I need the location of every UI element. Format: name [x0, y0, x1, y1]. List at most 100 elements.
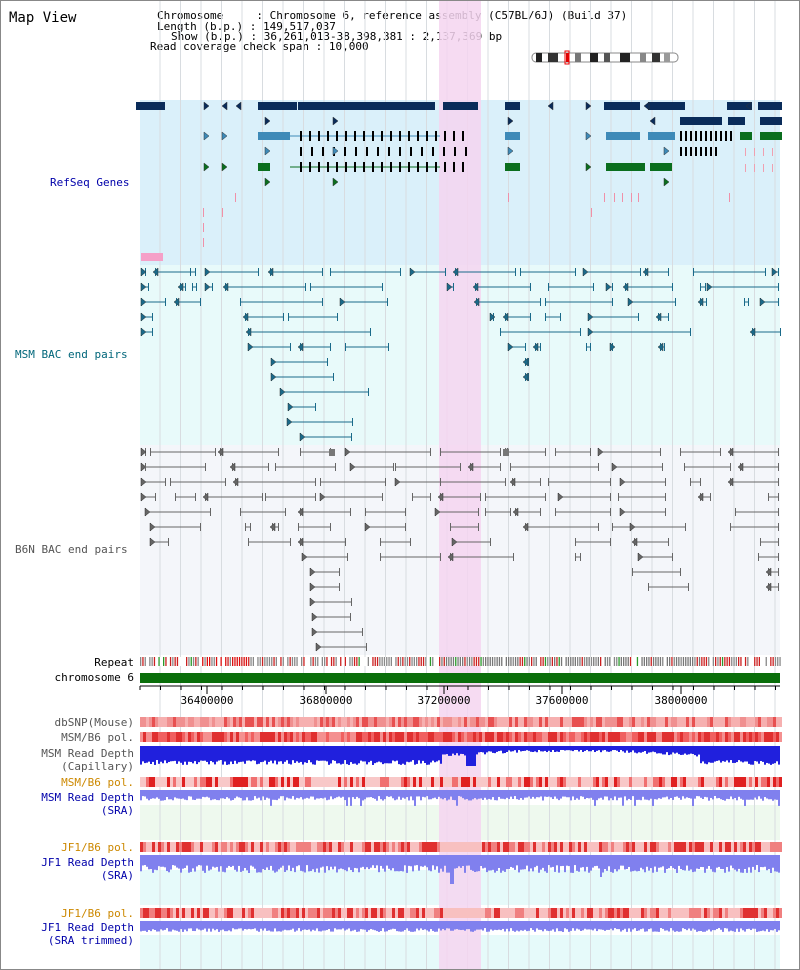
- track-label-msm-depth-sra[interactable]: MSM Read Depth: [41, 791, 134, 804]
- msm-b6-pol-sra-track-cell: [713, 777, 716, 787]
- jf1-depth-trimmed-track-bar: [182, 921, 184, 932]
- jf1-depth-trimmed-track-bar: [720, 921, 722, 930]
- msm-depth-sra-track-bar: [558, 790, 560, 801]
- jf1-b6-pol-track-cell: [509, 842, 512, 852]
- msm-depth-capillary-track-bar: [310, 746, 312, 763]
- info-coverage-label: Read coverage check span : 10,000: [150, 40, 369, 53]
- jf1-depth-sra-track-bar: [430, 855, 432, 872]
- jf1-b6-pol-2-track-cell: [242, 908, 245, 918]
- msm-b6-pol-track-cell: [218, 732, 221, 742]
- jf1-depth-sra-track-bar: [492, 855, 494, 870]
- dbsnp-track-cell: [488, 717, 491, 727]
- repeat-element: [712, 657, 714, 666]
- jf1-depth-trimmed-track-bar: [272, 921, 274, 932]
- jf1-depth-trimmed-track-bar: [512, 921, 514, 931]
- msm-depth-sra-track-bar: [180, 790, 182, 799]
- track-label-jf1-depth-sra[interactable]: JF1 Read Depth: [41, 856, 134, 869]
- jf1-b6-pol-track-cell: [365, 842, 368, 852]
- bac-end: [337, 313, 338, 321]
- jf1-depth-sra-track: [140, 855, 780, 884]
- dbsnp-track-cell: [659, 717, 662, 727]
- jf1-depth-trimmed-track-bar: [746, 921, 748, 930]
- jf1-depth-trimmed-track-bar: [432, 921, 434, 931]
- track-label-b6n-bac[interactable]: B6N BAC end pairs: [15, 543, 128, 556]
- jf1-b6-pol-track-cell: [458, 842, 461, 852]
- msm-depth-sra-track-bar: [596, 790, 598, 801]
- jf1-b6-pol-track-cell: [266, 842, 269, 852]
- msm-b6-pol-track-cell: [290, 732, 293, 742]
- jf1-depth-trimmed-track-bar: [500, 921, 502, 931]
- msm-depth-capillary-track-bar: [370, 746, 372, 761]
- repeat-element: [740, 657, 742, 666]
- msm-depth-sra-track-bar: [610, 790, 612, 799]
- msm-b6-pol-sra-track-cell: [476, 777, 479, 787]
- repeat-element: [643, 657, 645, 666]
- msm-depth-sra-track-bar: [480, 790, 482, 799]
- msm-b6-pol-sra-track-cell: [461, 777, 464, 787]
- exon-tick: [399, 162, 401, 172]
- msm-depth-capillary-track-bar: [426, 746, 428, 765]
- msm-b6-pol-sra-track-cell: [674, 777, 677, 787]
- msm-b6-pol-track-cell: [236, 732, 239, 742]
- jf1-depth-sra-track-bar: [424, 855, 426, 866]
- jf1-b6-pol-2-track: [140, 908, 782, 918]
- dbsnp-track-cell: [359, 717, 362, 727]
- dbsnp-track-cell: [308, 717, 311, 727]
- jf1-b6-pol-2-track-cell: [167, 908, 170, 918]
- bac-end: [351, 598, 352, 606]
- bac-end: [778, 463, 779, 471]
- bac-end-arrow: [364, 522, 371, 532]
- msm-depth-sra-track-bar: [392, 790, 394, 799]
- msm-b6-pol-track-cell: [323, 732, 326, 742]
- dbsnp-track-cell: [473, 717, 476, 727]
- track-label-dbsnp[interactable]: dbSNP(Mouse): [54, 716, 134, 729]
- msm-b6-pol-track-cell: [632, 732, 635, 742]
- exon-tick: [410, 147, 412, 156]
- msm-b6-pol-track-cell: [170, 732, 173, 742]
- track-label-repeat[interactable]: Repeat: [94, 656, 134, 669]
- jf1-b6-pol-track-cell: [278, 842, 281, 852]
- track-label-msm-b6-pol[interactable]: MSM/B6 pol.: [61, 731, 134, 744]
- repeat-element: [340, 657, 342, 666]
- jf1-b6-pol-track-cell: [452, 842, 455, 852]
- bac-end: [664, 343, 665, 351]
- bac-end: [205, 463, 206, 471]
- msm-depth-sra-track-bar: [712, 790, 714, 800]
- repeat-element: [770, 657, 772, 666]
- jf1-b6-pol-track-cell: [392, 842, 395, 852]
- jf1-b6-pol-2-track-cell: [416, 908, 419, 918]
- jf1-depth-sra-track-bar: [268, 855, 270, 870]
- msm-depth-capillary-track-bar: [382, 746, 384, 765]
- track-label-jf1-depth-trimmed[interactable]: JF1 Read Depth: [41, 921, 134, 934]
- jf1-depth-sra-track-bar: [358, 855, 360, 873]
- bac-end-arrow: [242, 312, 249, 322]
- msm-depth-sra-track-bar: [240, 790, 242, 799]
- track-label-jf1-b6-pol-2[interactable]: JF1/B6 pol.: [61, 907, 134, 920]
- jf1-depth-sra-track-bar: [732, 855, 734, 869]
- exon-tick: [453, 162, 455, 172]
- msm-depth-capillary-track-bar: [252, 746, 254, 761]
- track-label-refseq[interactable]: RefSeq Genes: [50, 176, 130, 189]
- dbsnp-track-cell: [449, 717, 452, 727]
- msm-b6-pol-track-cell: [725, 732, 728, 742]
- msm-depth-capillary-track-bar: [356, 746, 358, 765]
- msm-depth-capillary-track-bar: [440, 746, 442, 764]
- msm-b6-pol-sra-track-cell: [734, 777, 737, 787]
- track-label-msm-b6-pol-sra[interactable]: MSM/B6 pol.: [61, 776, 134, 789]
- track-label-msm-bac[interactable]: MSM BAC end pairs: [15, 348, 128, 361]
- bac-end: [612, 283, 613, 291]
- repeat-element: [142, 657, 144, 666]
- jf1-depth-trimmed-track-bar: [386, 921, 388, 932]
- msm-b6-pol-sra-track-cell: [239, 777, 242, 787]
- msm-depth-sra-track-bar: [532, 790, 534, 797]
- jf1-depth-trimmed-track-bar: [366, 921, 368, 932]
- track-label-jf1-b6-pol[interactable]: JF1/B6 pol.: [61, 841, 134, 854]
- bac-end: [450, 523, 451, 531]
- track-label-msm-depth-capillary[interactable]: MSM Read Depth: [41, 747, 134, 760]
- repeat-element: [625, 657, 627, 666]
- jf1-depth-sra-track-bar: [692, 855, 694, 873]
- jf1-b6-pol-track-cell: [527, 842, 530, 852]
- jf1-b6-pol-2-track-cell: [596, 908, 599, 918]
- bac-end-arrow: [152, 267, 159, 277]
